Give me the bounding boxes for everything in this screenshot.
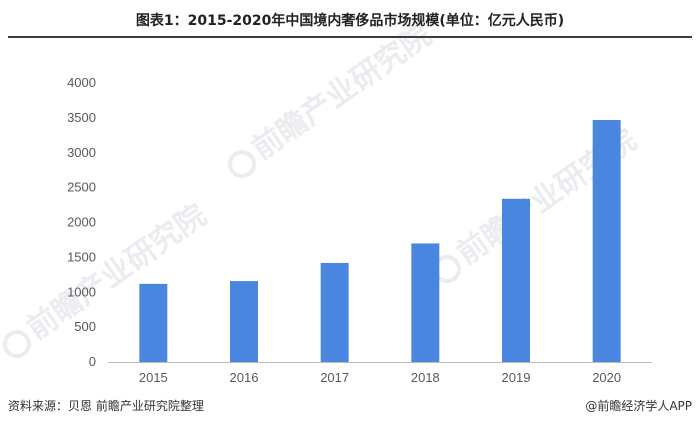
bar: [139, 283, 168, 362]
y-tick-label: 1500: [67, 249, 96, 264]
y-tick-label: 2000: [67, 215, 96, 230]
y-tick-label: 3500: [67, 110, 96, 125]
x-tick-label: 2020: [592, 370, 621, 385]
x-tick-label: 2018: [411, 370, 440, 385]
source-note: 资料来源：贝恩 前瞻产业研究院整理: [8, 399, 204, 413]
x-tick-label: 2016: [230, 370, 259, 385]
bar: [230, 281, 258, 362]
bar: [411, 243, 440, 362]
x-tick-label: 2017: [320, 370, 349, 385]
y-tick-label: 3000: [67, 145, 96, 160]
bar: [592, 119, 621, 362]
chart-title: 图表1：2015-2020年中国境内奢侈品市场规模(单位：亿元人民币): [135, 13, 565, 29]
bar: [320, 262, 349, 362]
title-divider: [8, 36, 692, 38]
y-tick-label: 0: [89, 354, 96, 369]
y-tick-label: 1000: [67, 284, 96, 299]
x-tick-label: 2015: [139, 370, 168, 385]
brand-label: @前瞻经济学人APP: [585, 399, 692, 413]
x-tick-label: 2019: [502, 370, 531, 385]
y-tick-label: 2500: [67, 180, 96, 195]
bar: [502, 198, 530, 362]
y-tick-label: 4000: [67, 75, 96, 90]
y-tick-label: 500: [74, 319, 96, 334]
